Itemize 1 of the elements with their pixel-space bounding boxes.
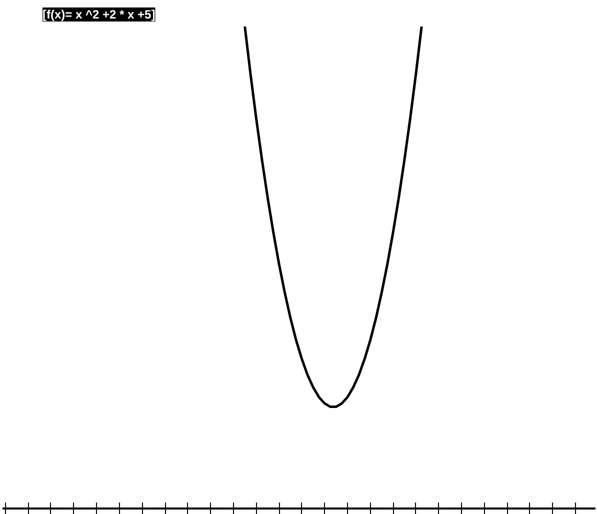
- chart-title: [f(x)= x ^2 +2 * x +5]: [42, 8, 156, 22]
